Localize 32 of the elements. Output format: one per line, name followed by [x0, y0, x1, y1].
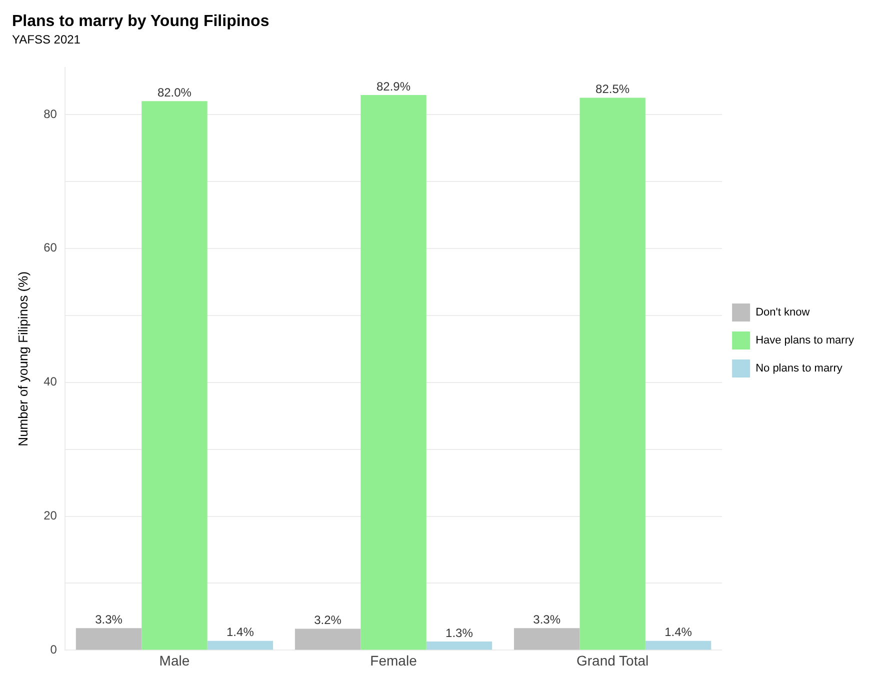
data-label: 1.3%	[446, 626, 474, 640]
legend-label: Have plans to marry	[756, 334, 854, 347]
data-label: 82.5%	[596, 82, 630, 96]
data-label: 1.4%	[226, 625, 254, 640]
bar	[76, 628, 142, 650]
legend-label: No plans to marry	[756, 362, 843, 375]
bar	[645, 640, 712, 650]
legend-label: Don't know	[756, 306, 810, 319]
data-label: 82.0%	[157, 85, 192, 100]
x-tick-label: Female	[370, 652, 418, 668]
y-tick-label: 40	[44, 374, 58, 389]
y-tick-label: 0	[50, 642, 58, 657]
bar	[514, 628, 580, 650]
y-tick-label: 20	[44, 508, 58, 523]
data-label: 82.9%	[376, 79, 411, 94]
data-label: 1.4%	[664, 625, 692, 640]
y-tick-label: 60	[44, 240, 58, 255]
bar	[360, 95, 426, 650]
x-tick-label: Male	[159, 652, 190, 668]
data-label: 3.2%	[314, 613, 342, 628]
bar	[142, 101, 208, 650]
bar	[207, 640, 274, 650]
chart-subtitle: YAFSS 2021	[12, 32, 81, 47]
bar	[426, 641, 492, 650]
bar	[580, 98, 646, 650]
y-tick-label: 80	[44, 106, 58, 121]
y-axis-title: Number of young Filipinos (%)	[15, 271, 30, 446]
data-label: 3.3%	[95, 612, 123, 626]
chart-title: Plans to marry by Young Filipinos	[12, 13, 270, 30]
data-label: 3.3%	[533, 612, 561, 626]
x-tick-label: Grand Total	[576, 652, 649, 668]
bar	[294, 628, 361, 650]
